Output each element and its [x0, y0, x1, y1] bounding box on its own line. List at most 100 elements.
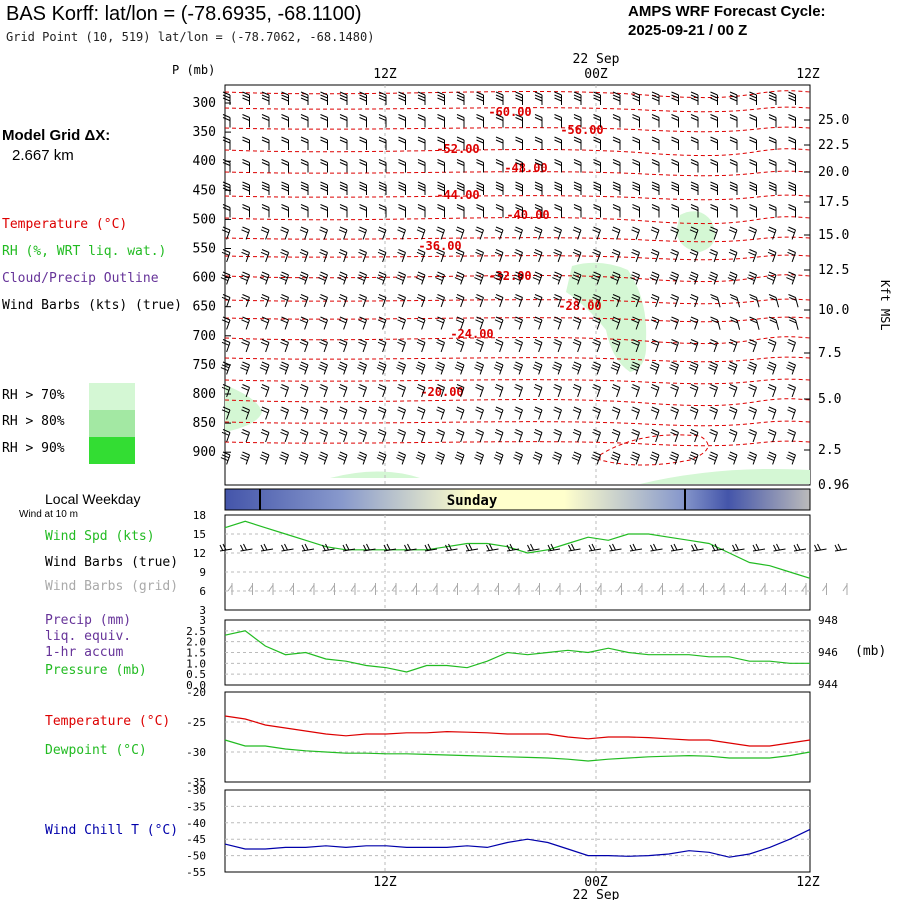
wind-barb	[593, 136, 601, 150]
wind-barb	[515, 159, 523, 173]
wind-barb	[572, 339, 582, 353]
grid-wind-barb	[760, 583, 766, 595]
wind-barb	[320, 204, 328, 218]
grid-wind-barb	[576, 583, 581, 595]
wind-barb	[592, 406, 601, 420]
surface-wind-barb	[342, 543, 356, 552]
wind-barb	[436, 339, 445, 353]
wind-barb	[359, 159, 367, 173]
model-grid-label: Model Grid ΔX:	[2, 127, 111, 144]
wind-barb	[474, 451, 484, 465]
wind-barb	[455, 294, 465, 308]
wind-barb	[358, 384, 367, 398]
wind-barb	[493, 451, 504, 465]
wind-barb	[709, 429, 718, 443]
wind-barb	[748, 249, 757, 263]
wind-barb	[670, 339, 679, 353]
wind-barb	[671, 91, 679, 105]
wind-barb	[768, 204, 777, 218]
wind-barb	[651, 114, 660, 128]
precip-tick-label: 1.0	[186, 657, 206, 670]
wind-barb	[610, 361, 621, 375]
wind-barb	[612, 204, 621, 218]
wind-barb	[357, 361, 367, 375]
top-time-label: 12Z	[796, 67, 820, 82]
wind-barb	[281, 204, 289, 218]
wind-barb	[397, 339, 406, 353]
wind-barb	[611, 339, 621, 353]
wind-barb	[670, 294, 679, 308]
surface-wind-barb	[486, 543, 499, 552]
wind-barb	[339, 204, 348, 218]
wind-barb	[572, 429, 582, 443]
wind-barb	[338, 316, 348, 330]
wind-barb	[592, 429, 601, 443]
wind-barb	[610, 451, 621, 465]
wind-barb	[630, 361, 640, 375]
surface-wind-barb	[383, 543, 397, 552]
wind-barb	[767, 339, 777, 353]
wind-barb	[710, 114, 718, 128]
precip-frame	[224, 619, 811, 686]
wind-barb	[749, 294, 760, 308]
wind-barb	[669, 361, 679, 375]
isotherm-line	[224, 194, 811, 201]
wind-barb	[240, 271, 250, 285]
wind-barb	[670, 316, 679, 330]
wind-barb	[534, 181, 543, 195]
wind-barb	[220, 451, 231, 465]
isotherm-label: -36.00	[418, 239, 461, 253]
wind-barb	[513, 361, 523, 375]
wind-barb	[240, 451, 250, 465]
wind-barb	[727, 361, 738, 375]
isotherm-line	[224, 398, 811, 407]
wind-barb	[533, 339, 543, 353]
wind-barb	[689, 249, 699, 263]
wind-barb	[515, 114, 523, 128]
wind-barb	[319, 429, 328, 443]
wind-barb	[690, 159, 699, 173]
wind-barb	[241, 406, 250, 420]
wind-barb	[612, 181, 621, 195]
wind-barb	[320, 136, 328, 150]
wind-barb	[592, 384, 601, 398]
isotherm-label: -56.00	[560, 123, 603, 137]
wind-barb	[298, 271, 309, 285]
wind-barb	[437, 136, 445, 150]
wind-barb	[476, 181, 484, 195]
wind-barb	[649, 451, 660, 465]
wind-barb	[397, 406, 406, 420]
rh90-swatch	[89, 437, 135, 464]
wind-barb	[747, 361, 757, 375]
wind-barb	[300, 204, 309, 218]
model-grid-value: 2.667 km	[12, 147, 74, 164]
wind-barb	[495, 204, 504, 218]
wind-barb	[377, 384, 387, 398]
pressure-unit: (mb)	[855, 644, 887, 659]
wind-barb	[767, 384, 777, 398]
grid-wind-barb	[617, 583, 622, 595]
grid-wind-barb	[412, 583, 417, 595]
wind-barb	[710, 204, 718, 218]
wind-barb	[377, 339, 387, 353]
grid-wind-barb	[391, 583, 397, 595]
height-tick-label: 0.96	[818, 478, 849, 493]
isotherm-line	[224, 170, 811, 177]
wind-barb	[475, 384, 484, 398]
wind-barb	[788, 181, 796, 195]
wind-chill-tick-label: -45	[186, 833, 206, 846]
wind-chill-tick-label: -35	[186, 800, 206, 813]
wind-barb	[455, 339, 465, 353]
wind-barb	[261, 159, 270, 173]
wind-barb	[670, 384, 679, 398]
wind-barb	[669, 451, 679, 465]
wind-chill-line	[224, 828, 811, 858]
wind-barb	[553, 339, 562, 353]
surface-wind-barb	[834, 543, 848, 552]
wind-barb	[671, 181, 679, 195]
legend-precip-liq: liq. equiv.	[45, 629, 132, 644]
wind-barb	[220, 361, 231, 375]
wind-barb	[476, 159, 484, 173]
surface-wind-barb	[281, 543, 294, 552]
grid-wind-barb	[453, 583, 458, 595]
